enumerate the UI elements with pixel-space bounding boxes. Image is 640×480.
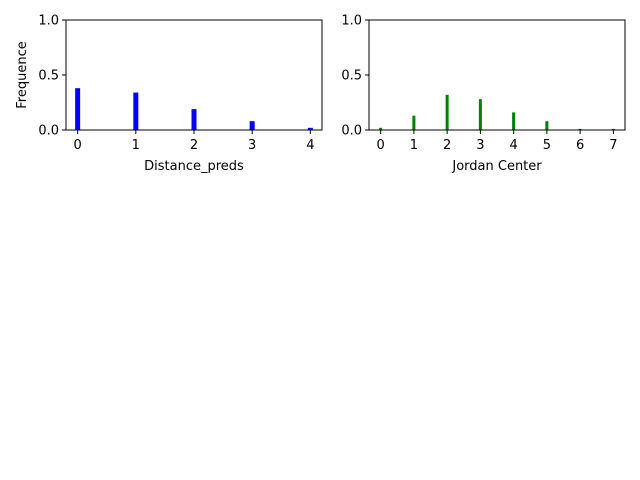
bar-0 [75,88,81,130]
y-tick-label: 0.0 [341,124,362,139]
bar-6 [578,128,582,130]
bar-1 [133,92,139,130]
x-tick-label: 3 [248,138,256,153]
y-tick-label: 1.0 [341,14,362,29]
x-tick-label: 6 [576,138,584,153]
x-tick-label: 1 [410,138,418,153]
x-tick-label: 0 [376,138,384,153]
bar-2 [445,94,449,130]
bar-1 [412,115,416,130]
bar-3 [478,99,482,130]
x-tick-label: 5 [543,138,551,153]
x-axis-label: Distance_preds [144,159,244,174]
y-tick-label: 0.5 [38,69,59,84]
y-tick-label: 0.0 [38,124,59,139]
x-tick-label: 2 [443,138,451,153]
right-chart-panel: 0.0 0.5 1.0 0 1 2 3 4 5 6 7 Jordan Center [341,14,626,174]
x-tick-label: 0 [73,138,81,153]
y-axis-label: Frequence [15,41,30,108]
x-tick-label: 3 [476,138,484,153]
left-chart-panel: 0.0 0.5 1.0 0 1 2 3 4 Distance_preds Frequence [15,14,323,174]
x-tick-label: 1 [132,138,140,153]
y-tick-label: 0.5 [341,69,362,84]
bar-2 [191,109,197,130]
x-tick-label: 4 [306,138,314,153]
bar-0 [379,127,383,130]
bar-4 [512,112,516,130]
axes-frame [368,19,626,131]
x-axis-label: Jordan Center [451,159,542,174]
bar-3 [249,121,255,130]
y-tick-label: 1.0 [38,14,59,29]
bar-5 [545,121,549,130]
bar-7 [611,128,615,130]
x-tick-label: 4 [509,138,517,153]
x-tick-label: 2 [190,138,198,153]
bar-4 [307,127,313,130]
x-tick-label: 7 [609,138,617,153]
